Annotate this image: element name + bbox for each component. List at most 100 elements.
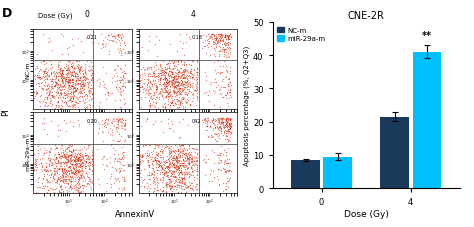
Point [168,100,176,104]
Point [199,119,206,123]
Point [215,156,223,160]
Point [168,101,175,104]
Point [180,68,188,71]
Point [166,101,174,105]
Point [180,87,188,91]
Point [182,151,190,155]
Point [38,181,46,185]
Point [113,119,120,123]
Point [165,163,173,166]
Point [74,177,82,181]
Point [208,179,216,183]
Point [174,103,182,106]
Point [211,118,219,122]
Point [116,119,123,123]
Point [175,186,183,189]
Point [188,157,195,161]
Point [156,81,164,85]
Point [70,158,77,162]
Point [159,60,167,64]
Point [224,169,231,172]
Point [173,156,181,160]
Point [169,162,176,166]
Point [55,172,63,176]
Point [217,158,224,162]
Point [180,72,188,75]
Point [211,39,219,43]
Point [65,99,73,102]
Point [172,167,180,171]
Point [193,158,201,162]
Point [182,168,189,171]
Point [165,74,173,78]
Point [169,79,176,82]
Point [172,92,179,96]
Point [72,75,79,78]
Point [46,149,53,153]
Point [69,69,76,73]
Point [173,163,180,167]
Point [69,163,76,166]
Point [170,75,178,79]
Point [61,179,69,183]
Point [111,68,119,72]
Point [117,168,124,172]
Point [213,125,221,129]
Point [182,159,189,163]
Point [219,116,226,120]
Point [55,190,63,193]
Point [100,43,107,46]
Point [114,120,122,123]
Point [156,72,164,75]
Point [218,43,225,47]
Point [43,85,50,89]
Point [72,176,79,180]
Point [80,146,88,149]
Point [88,92,95,96]
Point [66,150,74,153]
Point [225,56,232,59]
Point [118,155,126,159]
Point [178,177,185,181]
Point [172,160,180,163]
Point [193,83,201,87]
Point [173,72,181,75]
Point [64,69,72,73]
Point [164,81,172,85]
Point [163,78,171,81]
Point [57,164,64,168]
Point [174,165,182,168]
Point [137,106,145,110]
Point [168,101,176,105]
Point [66,162,74,165]
Point [40,72,48,75]
Point [221,48,229,52]
Point [222,134,230,138]
Point [221,123,228,127]
Point [182,106,189,109]
Point [178,81,185,85]
Point [67,65,75,68]
Point [75,96,83,100]
Point [155,91,163,95]
Point [161,145,169,149]
Point [38,156,46,160]
Point [82,160,90,164]
Point [162,181,170,185]
Point [159,189,166,192]
Point [161,167,169,170]
Point [138,86,146,90]
Point [159,78,167,81]
Point [214,84,222,87]
Point [111,37,119,40]
Point [169,186,176,190]
Point [113,118,120,121]
Point [174,177,182,181]
Point [109,92,116,95]
Point [174,73,182,76]
Point [63,69,70,72]
Point [167,97,174,101]
Point [169,155,176,159]
Point [34,191,41,195]
Point [151,61,159,65]
